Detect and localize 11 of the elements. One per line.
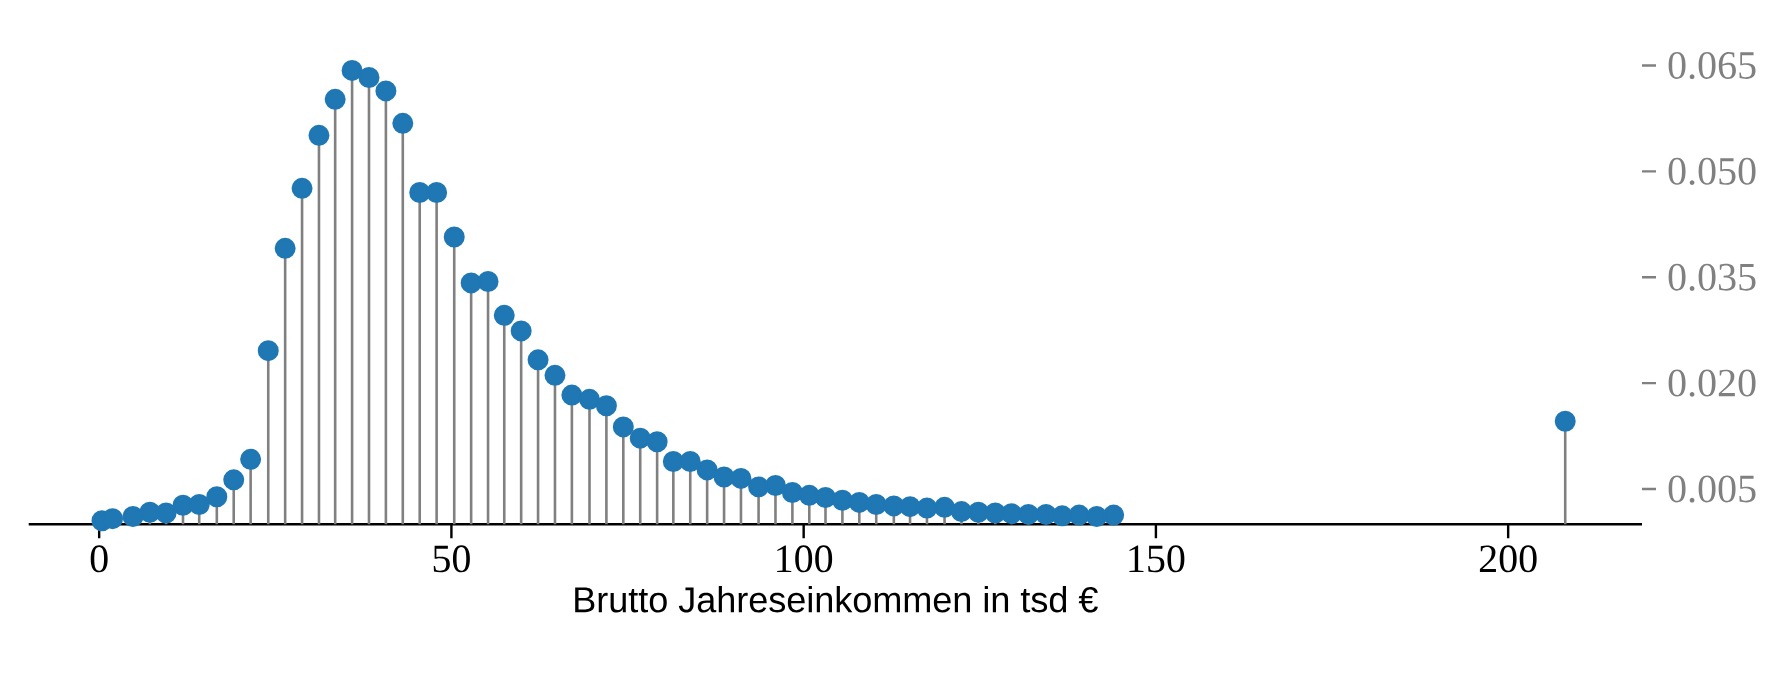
x-tick-label: 100	[777, 545, 833, 573]
y-tick-label: 0.065	[1668, 51, 1756, 80]
y-tick-label: 0.050	[1668, 157, 1756, 185]
x-tick-label: 200	[1479, 545, 1537, 573]
y-tick-label: 0.035	[1668, 263, 1756, 291]
x-axis-title: Brutto Jahreseinkommen in tsd €	[575, 586, 1098, 613]
x-tick-label: 50	[433, 545, 470, 573]
y-tick-label: 0.005	[1668, 475, 1756, 503]
x-tick-label: 0	[90, 545, 108, 573]
y-tick-label: 0.020	[1668, 369, 1756, 397]
x-tick-label: 150	[1129, 545, 1185, 573]
